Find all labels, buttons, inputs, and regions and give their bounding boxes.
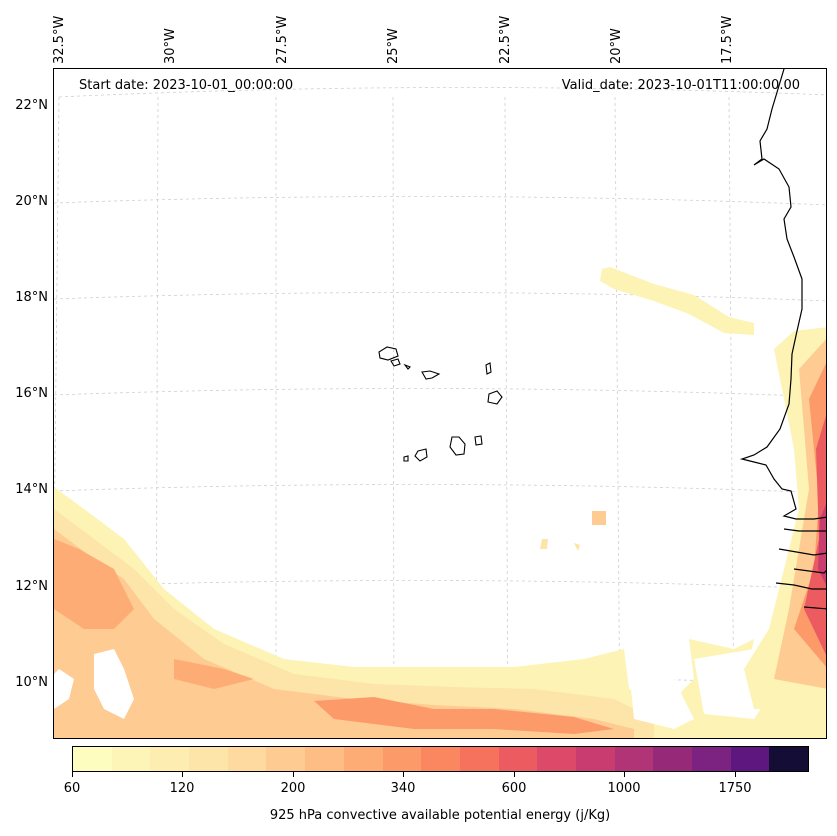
lon-label: 30°W [163, 28, 178, 64]
colorbar-segment [227, 747, 267, 771]
colorbar-segment [343, 747, 383, 771]
colorbar-segment [575, 747, 615, 771]
lon-label: 22.5°W [498, 15, 513, 64]
colorbar-tick [514, 772, 515, 777]
colorbar-segment [653, 747, 692, 771]
lat-label: 10°N [15, 675, 48, 690]
colorbar-tick-label: 1000 [607, 781, 641, 796]
colorbar-segment [189, 747, 228, 771]
colorbar-tick-label: 600 [501, 781, 527, 796]
islands [378, 346, 503, 462]
colorbar-segment [614, 747, 654, 771]
lat-label: 20°N [15, 194, 48, 209]
lon-label: 32.5°W [52, 15, 67, 64]
cape-field-south [54, 487, 826, 738]
colorbar-tick-label: 60 [63, 781, 81, 796]
colorbar-title: 925 hPa convective available potential e… [269, 808, 611, 823]
colorbar-segment [73, 747, 112, 771]
colorbar-tick [293, 772, 294, 777]
colorbar-segment [769, 747, 809, 771]
colorbar-segment [498, 747, 538, 771]
colorbar-tick [735, 772, 736, 777]
colorbar-segment [730, 747, 770, 771]
lon-label: 25°W [386, 28, 401, 64]
lat-label: 14°N [15, 482, 48, 497]
lon-label: 20°W [609, 28, 624, 64]
colorbar-segment [150, 747, 190, 771]
map-panel[interactable] [53, 68, 827, 739]
lat-label: 16°N [15, 386, 48, 401]
start-date-text: Start date: 2023-10-01_00:00:00 [79, 78, 294, 93]
colorbar-tick [182, 772, 183, 777]
colorbar-segment [537, 747, 576, 771]
colorbar-segment [459, 747, 499, 771]
lat-label: 12°N [15, 579, 48, 594]
valid-date-text: Valid_date: 2023-10-01T11:00:00.00 [561, 78, 800, 93]
colorbar-segment [382, 747, 422, 771]
lat-label: 18°N [15, 290, 48, 305]
colorbar-tick-label: 1750 [718, 781, 752, 796]
lon-label: 17.5°W [720, 15, 735, 64]
cape-field-east [744, 327, 826, 709]
colorbar-tick [624, 772, 625, 777]
colorbar-segment [266, 747, 306, 771]
colorbar-segment [111, 747, 151, 771]
lat-label: 22°N [15, 98, 48, 113]
cape-field-offshore [540, 267, 754, 551]
colorbar-tick-label: 120 [169, 781, 195, 796]
colorbar-tick-label: 340 [390, 781, 416, 796]
colorbar [72, 746, 809, 772]
coastline [739, 69, 826, 610]
colorbar-segment [305, 747, 344, 771]
lon-label: 27.5°W [275, 15, 290, 64]
colorbar-tick [403, 772, 404, 777]
colorbar-segment [421, 747, 460, 771]
cape-map [54, 69, 826, 738]
colorbar-segment [692, 747, 731, 771]
colorbar-tick [72, 772, 73, 777]
colorbar-tick-label: 200 [280, 781, 306, 796]
